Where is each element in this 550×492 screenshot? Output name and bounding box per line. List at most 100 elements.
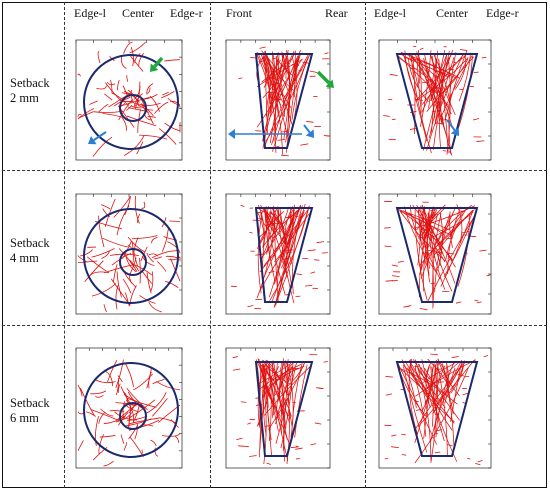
particle-trace — [265, 206, 274, 272]
header-center: Center — [122, 6, 154, 20]
particle-traces — [230, 203, 328, 310]
melt-pool-outline — [254, 53, 314, 149]
particle-trace — [415, 99, 423, 101]
particle-trace — [118, 102, 126, 107]
particle-trace — [152, 398, 168, 417]
particle-trace — [126, 105, 133, 111]
particle-trace — [116, 271, 122, 298]
particle-trace — [410, 55, 432, 154]
particle-trace — [291, 367, 299, 370]
particle-trace — [135, 102, 153, 111]
particle-trace — [391, 264, 398, 267]
particle-trace — [262, 207, 275, 230]
particle-trace — [476, 301, 482, 304]
particle-trace — [115, 412, 133, 423]
particle-trace — [417, 367, 439, 387]
particle-traces — [384, 353, 489, 466]
particle-trace — [273, 52, 289, 142]
particle-trace — [116, 79, 120, 91]
particle-trace — [417, 54, 421, 84]
particle-trace — [273, 362, 283, 415]
particle-trace — [152, 378, 165, 385]
panel-d — [75, 193, 183, 315]
particle-trace — [141, 270, 153, 284]
particle-trace — [158, 128, 177, 145]
particle-trace — [107, 359, 118, 383]
particle-trace — [249, 231, 253, 234]
header-edge-left: Edge-l — [374, 6, 406, 20]
particle-trace — [284, 361, 295, 384]
particle-trace — [430, 54, 437, 101]
particle-trace — [281, 154, 289, 157]
particle-trace — [156, 381, 181, 391]
particle-trace — [102, 112, 123, 118]
particle-trace — [427, 212, 446, 290]
particle-trace — [432, 57, 455, 150]
particle-trace — [459, 49, 467, 51]
particle-trace — [126, 115, 157, 127]
particle-trace — [258, 60, 265, 63]
particle-trace — [413, 361, 466, 432]
header-edge-right: Edge-r — [486, 6, 519, 20]
particle-trace — [111, 92, 130, 107]
particle-trace — [264, 425, 270, 427]
particle-trace — [420, 209, 438, 271]
particle-trace — [307, 249, 316, 252]
row-label-line: Setback — [10, 236, 50, 250]
particle-trace — [401, 359, 417, 409]
particle-trace — [151, 236, 158, 244]
particle-trace — [389, 73, 398, 76]
particle-trace — [432, 359, 437, 427]
particle-trace — [138, 52, 144, 66]
particle-trace — [122, 85, 128, 97]
particle-trace — [268, 271, 275, 274]
particle-trace — [455, 301, 462, 304]
particle-trace — [286, 249, 294, 252]
particle-trace — [461, 231, 469, 234]
particle-trace — [268, 55, 299, 121]
particle-trace — [123, 41, 133, 54]
particle-trace — [249, 455, 257, 457]
particle-trace — [125, 292, 130, 307]
particle-trace — [296, 273, 303, 276]
particle-trace — [271, 203, 306, 303]
fsp-arrow-head — [88, 135, 97, 145]
particle-trace — [436, 90, 440, 93]
particle-trace — [275, 98, 282, 101]
particle-trace — [316, 387, 324, 390]
header-rear: Rear — [325, 6, 348, 20]
particle-trace — [105, 370, 114, 387]
particle-trace — [92, 447, 108, 461]
particle-trace — [295, 445, 300, 448]
particle-trace — [414, 209, 428, 301]
particle-traces — [384, 201, 491, 311]
particle-trace — [430, 209, 437, 211]
particle-trace — [472, 118, 480, 121]
particle-trace — [479, 249, 487, 252]
rsp-arrow-shaft — [446, 119, 456, 132]
particle-trace — [420, 213, 456, 268]
particle-trace — [124, 195, 131, 216]
particle-trace — [247, 305, 254, 308]
particle-trace — [240, 204, 245, 207]
particle-trace — [90, 271, 110, 276]
particle-trace — [168, 256, 181, 261]
pool-boundary-circle — [83, 54, 179, 150]
particle-trace — [277, 139, 286, 141]
particle-trace — [94, 220, 123, 230]
particle-trace — [433, 209, 473, 256]
fsp-arrow-shaft — [93, 131, 107, 141]
particle-trace — [457, 213, 470, 287]
wire-circle — [119, 94, 147, 122]
particle-trace — [146, 87, 151, 94]
particle-trace — [458, 52, 471, 102]
particle-trace — [384, 227, 391, 229]
particle-trace — [232, 356, 238, 359]
particle-trace — [94, 416, 99, 447]
particle-trace — [139, 102, 161, 107]
flow-arrow-head — [325, 79, 334, 88]
particle-trace — [264, 53, 311, 147]
particle-trace — [91, 248, 115, 258]
particle-trace — [437, 212, 443, 271]
wire-circle — [119, 248, 147, 276]
